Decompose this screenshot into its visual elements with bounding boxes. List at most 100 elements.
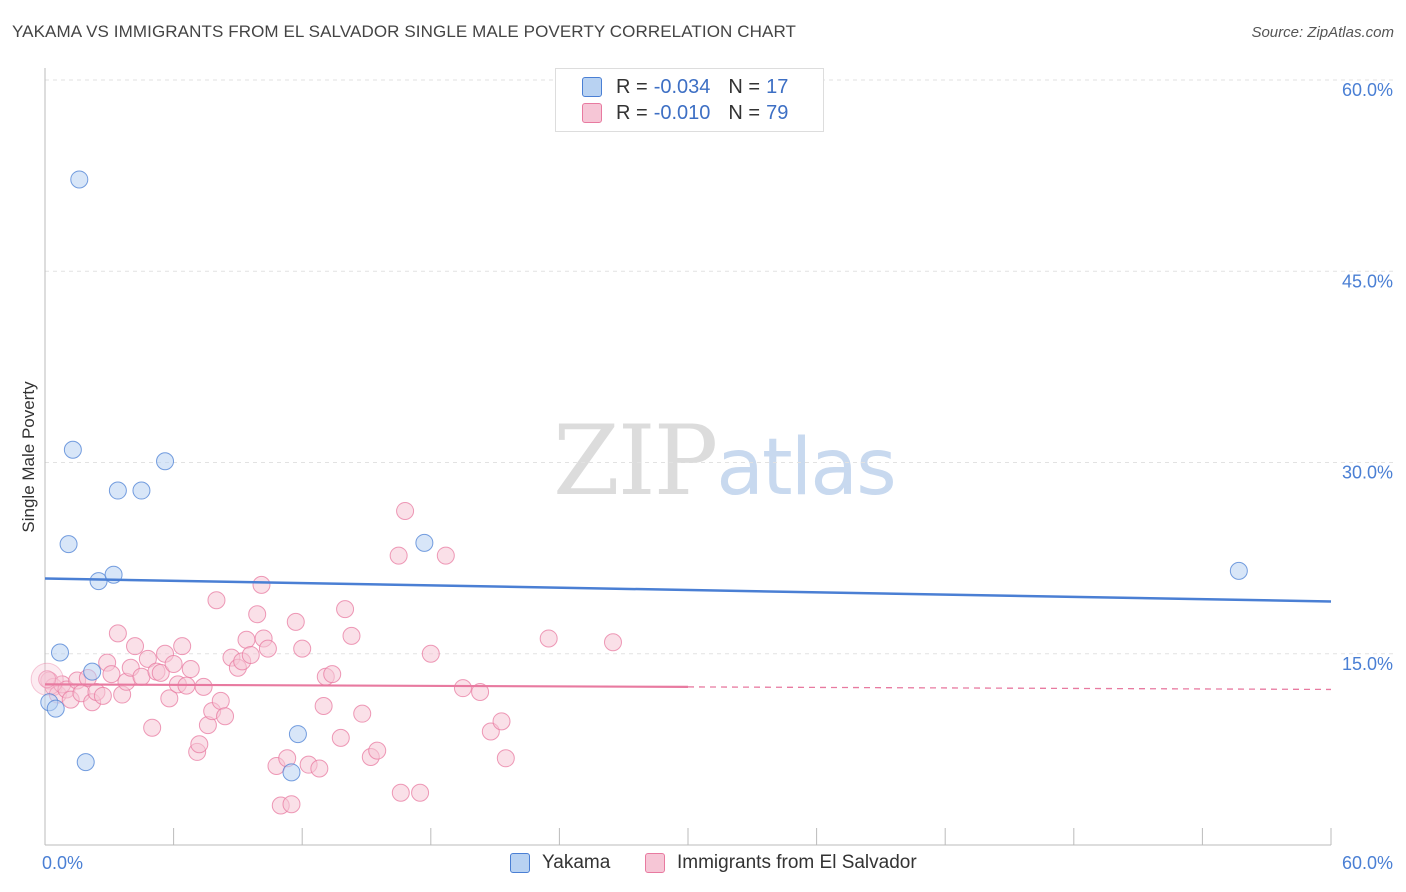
legend-n-value: 79 bbox=[766, 101, 789, 124]
immigrants-point bbox=[471, 683, 490, 701]
legend-item-label: Yakama bbox=[542, 852, 611, 873]
yakama-point bbox=[46, 699, 65, 718]
legend-r-value: -0.010 bbox=[653, 101, 711, 124]
immigrants-point bbox=[126, 637, 145, 656]
x-tick-label: 60.0% bbox=[1342, 853, 1393, 873]
y-tick-label: 45.0% bbox=[1342, 271, 1393, 291]
immigrants-point bbox=[539, 629, 558, 648]
immigrants-point bbox=[108, 624, 127, 643]
immigrants-point bbox=[143, 718, 162, 737]
yakama-point bbox=[1229, 561, 1248, 580]
legend-item-immigrants: Immigrants from El Salvador bbox=[645, 852, 917, 874]
legend-item-label: Immigrants from El Salvador bbox=[677, 852, 917, 873]
immigrants-point bbox=[336, 600, 355, 619]
immigrants-point bbox=[411, 783, 430, 802]
immigrants-point bbox=[342, 626, 361, 645]
yakama-point bbox=[132, 481, 151, 500]
legend-item-yakama: Yakama bbox=[510, 852, 610, 874]
gridlines bbox=[45, 79, 1394, 655]
yakama-trend-line bbox=[44, 577, 1332, 603]
yakama-point bbox=[59, 535, 78, 554]
axis-labels: 15.0% 30.0% 45.0% 60.0% 0.0% 60.0% Single Male… bbox=[19, 80, 1393, 873]
source-label: Source: ZipAtlas.com bbox=[1251, 24, 1394, 41]
yakama-point bbox=[415, 533, 434, 552]
immigrants-point bbox=[396, 501, 415, 520]
series-immigrants-points bbox=[30, 501, 622, 815]
watermark-atlas: atlas bbox=[716, 423, 896, 513]
immigrants-point bbox=[353, 704, 372, 723]
watermark: ZIPatlas bbox=[553, 405, 897, 517]
yakama-point bbox=[108, 481, 127, 500]
immigrants-point bbox=[603, 633, 622, 652]
immigrants-point bbox=[492, 712, 511, 731]
immigrants-point bbox=[421, 644, 440, 663]
immigrants-point bbox=[194, 677, 213, 696]
series-legend: Yakama Immigrants from El Salvador bbox=[0, 852, 1406, 878]
immigrants-swatch-icon bbox=[645, 853, 665, 873]
y-axis-label: Single Male Poverty bbox=[19, 381, 38, 533]
immigrants-point bbox=[314, 697, 333, 716]
watermark-zip: ZIP bbox=[553, 405, 718, 517]
immigrants-point bbox=[132, 667, 151, 686]
y-tick-label: 30.0% bbox=[1342, 463, 1393, 483]
yakama-point bbox=[70, 170, 89, 189]
correlation-legend: R = -0.034 N = 17 R = -0.010 N = 79 bbox=[555, 68, 824, 132]
legend-n-label: N = bbox=[728, 101, 761, 124]
immigrants-point bbox=[138, 649, 157, 668]
immigrants-point bbox=[391, 783, 410, 802]
immigrants-point bbox=[389, 546, 408, 565]
immigrants-point bbox=[453, 679, 472, 698]
immigrants-point bbox=[237, 630, 256, 649]
immigrants-point bbox=[248, 605, 267, 624]
immigrants-point bbox=[436, 546, 455, 565]
immigrants-swatch-icon bbox=[582, 103, 602, 123]
immigrants-point bbox=[207, 591, 226, 610]
yakama-swatch-icon bbox=[510, 853, 530, 873]
immigrants-point bbox=[102, 665, 121, 684]
immigrants-trend-extension bbox=[687, 686, 1332, 691]
immigrants-point bbox=[323, 665, 342, 684]
yakama-point bbox=[76, 753, 95, 772]
series-yakama-points bbox=[40, 170, 1248, 782]
yakama-point bbox=[89, 572, 108, 591]
immigrants-point bbox=[241, 646, 260, 665]
immigrants-point bbox=[496, 749, 515, 768]
legend-row-immigrants: R = -0.010 N = 79 bbox=[582, 100, 788, 126]
yakama-point bbox=[51, 643, 70, 662]
yakama-point bbox=[156, 452, 175, 471]
yakama-point bbox=[282, 763, 301, 782]
yakama-point bbox=[63, 440, 82, 459]
immigrants-point bbox=[190, 735, 209, 754]
immigrants-point bbox=[258, 639, 277, 658]
immigrants-point bbox=[331, 728, 350, 747]
immigrants-point bbox=[93, 686, 112, 705]
legend-row-yakama: R = -0.034 N = 17 bbox=[582, 74, 788, 100]
legend-r-value: -0.034 bbox=[653, 75, 711, 98]
immigrants-point bbox=[160, 689, 179, 708]
immigrants-point bbox=[30, 662, 64, 696]
trend-lines bbox=[44, 577, 1332, 691]
legend-n-label: N = bbox=[728, 75, 761, 98]
immigrants-point bbox=[173, 637, 192, 656]
immigrants-point bbox=[252, 575, 271, 594]
immigrants-point bbox=[310, 759, 329, 778]
yakama-point bbox=[288, 725, 307, 744]
legend-r-label: R = bbox=[616, 75, 648, 98]
axes bbox=[44, 68, 1332, 846]
chart-title: YAKAMA VS IMMIGRANTS FROM EL SALVADOR SI… bbox=[12, 22, 796, 41]
immigrants-point bbox=[368, 741, 387, 760]
yakama-point bbox=[83, 662, 102, 681]
immigrants-point bbox=[151, 663, 170, 682]
immigrants-trend-line bbox=[44, 683, 689, 689]
immigrants-point bbox=[282, 795, 301, 814]
x-tick-label: 0.0% bbox=[42, 853, 83, 873]
immigrants-point bbox=[293, 639, 312, 658]
immigrants-point bbox=[211, 691, 230, 710]
yakama-swatch-icon bbox=[582, 77, 602, 97]
immigrants-point bbox=[164, 654, 183, 673]
immigrants-point bbox=[181, 660, 200, 679]
y-tick-label: 60.0% bbox=[1342, 80, 1393, 100]
legend-n-value: 17 bbox=[766, 75, 789, 98]
legend-r-label: R = bbox=[616, 101, 648, 124]
